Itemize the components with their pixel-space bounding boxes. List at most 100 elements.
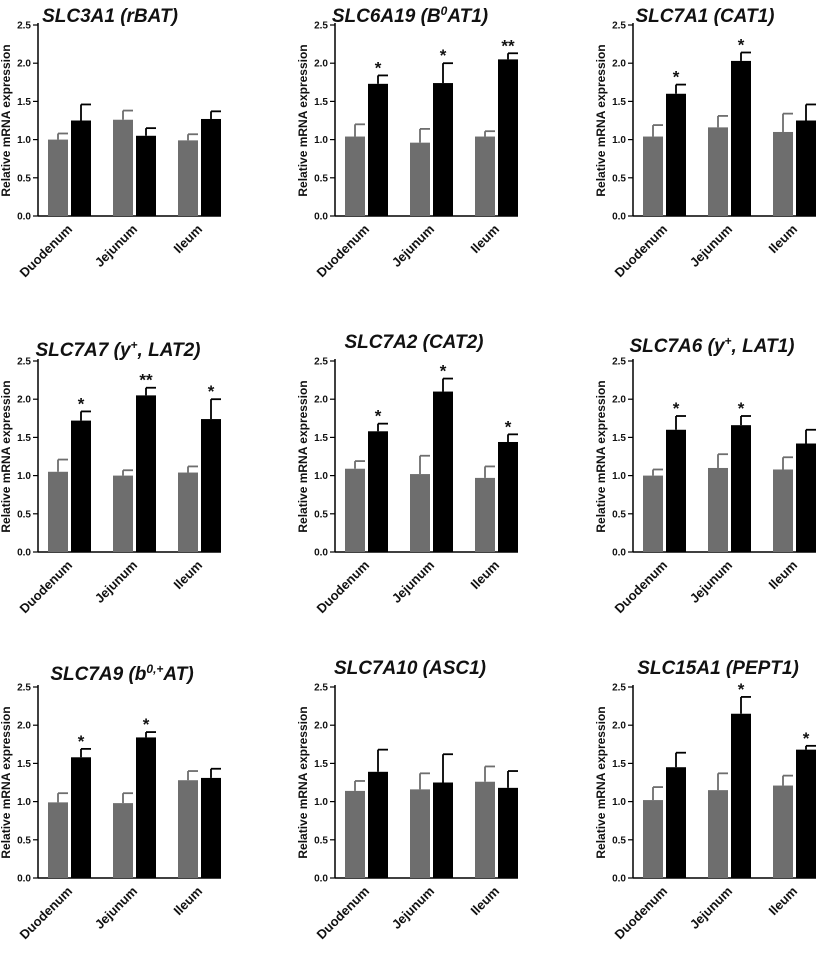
chart-title: SLC7A7 (y+, LAT2) xyxy=(35,338,200,361)
significance-marker: * xyxy=(78,732,85,751)
bar xyxy=(731,60,751,216)
significance-marker: * xyxy=(673,399,680,418)
y-tick-label: 0.5 xyxy=(17,173,31,184)
significance-marker: * xyxy=(440,46,447,65)
y-axis-title: Relative mRNA expression xyxy=(594,380,608,532)
bar xyxy=(136,135,156,216)
y-tick-label: 1.0 xyxy=(314,797,328,808)
bar xyxy=(796,749,816,878)
significance-marker: * xyxy=(208,382,215,401)
bar xyxy=(410,789,430,878)
bar xyxy=(731,713,751,878)
bar xyxy=(666,767,686,878)
y-tick-label: 1.5 xyxy=(612,97,626,108)
x-tick-label: Jejunum xyxy=(92,884,140,932)
significance-marker: * xyxy=(738,36,745,55)
y-tick-label: 2.5 xyxy=(17,21,31,32)
bar xyxy=(708,127,728,216)
bar xyxy=(71,420,91,552)
x-tick-label: Jejunum xyxy=(389,884,437,932)
bar xyxy=(410,142,430,216)
bar xyxy=(708,790,728,878)
y-tick-label: 2.0 xyxy=(17,721,31,732)
x-tick-label: Ileum xyxy=(170,558,205,593)
x-tick-label: Duodenum xyxy=(314,222,373,281)
y-tick-label: 1.5 xyxy=(612,433,626,444)
y-tick-label: 1.0 xyxy=(17,471,31,482)
x-tick-label: Duodenum xyxy=(314,558,373,617)
x-tick-label: Ileum xyxy=(170,222,205,257)
bar xyxy=(773,131,793,216)
significance-marker: * xyxy=(143,715,150,734)
chart-panel-4: SLC7A7 (y+, LAT2) Relative mRNA expressio… xyxy=(0,338,221,616)
bar xyxy=(643,136,663,216)
bar xyxy=(201,777,221,878)
y-tick-label: 0.0 xyxy=(314,874,328,885)
y-axis-title: Relative mRNA expression xyxy=(296,380,310,532)
y-tick-label: 2.5 xyxy=(314,683,328,694)
significance-marker: * xyxy=(505,417,512,436)
significance-marker: * xyxy=(738,399,745,418)
y-tick-label: 0.0 xyxy=(17,548,31,559)
x-tick-label: Jejunum xyxy=(687,884,735,932)
bar xyxy=(113,475,133,552)
y-tick-label: 2.5 xyxy=(612,21,626,32)
bar xyxy=(136,737,156,878)
x-tick-label: Duodenum xyxy=(612,222,671,281)
bar xyxy=(368,771,388,878)
y-tick-label: 2.0 xyxy=(612,59,626,70)
y-axis-title: Relative mRNA expression xyxy=(296,44,310,196)
chart-title: SLC3A1 (rBAT) xyxy=(42,6,178,27)
x-tick-label: Jejunum xyxy=(687,222,735,270)
y-tick-label: 1.0 xyxy=(17,797,31,808)
bar xyxy=(498,59,518,216)
y-tick-label: 0.5 xyxy=(314,509,328,520)
y-tick-label: 1.0 xyxy=(17,135,31,146)
x-tick-label: Ileum xyxy=(765,884,800,919)
chart-title: SLC7A10 (ASC1) xyxy=(334,658,486,679)
chart-title: SLC7A1 (CAT1) xyxy=(636,6,775,27)
x-tick-label: Duodenum xyxy=(17,222,76,281)
chart-title: SLC7A9 (b0,+AT) xyxy=(50,662,193,685)
x-tick-label: Ileum xyxy=(467,884,502,919)
y-tick-label: 2.5 xyxy=(612,683,626,694)
y-tick-label: 2.0 xyxy=(314,721,328,732)
bar xyxy=(731,425,751,552)
y-tick-label: 2.0 xyxy=(314,59,328,70)
bar xyxy=(178,472,198,552)
bar xyxy=(475,477,495,552)
y-tick-label: 0.5 xyxy=(17,509,31,520)
bar xyxy=(433,782,453,878)
y-axis-title: Relative mRNA expression xyxy=(0,706,13,858)
y-axis-title: Relative mRNA expression xyxy=(594,44,608,196)
y-tick-label: 2.5 xyxy=(17,357,31,368)
y-tick-label: 1.0 xyxy=(612,135,626,146)
bar xyxy=(498,787,518,878)
y-axis-title: Relative mRNA expression xyxy=(0,44,13,196)
bar xyxy=(773,785,793,878)
bar xyxy=(368,83,388,216)
y-tick-label: 0.5 xyxy=(17,835,31,846)
significance-marker: * xyxy=(803,729,810,748)
y-tick-label: 0.0 xyxy=(17,874,31,885)
chart-title: SLC15A1 (PEPT1) xyxy=(637,658,799,679)
chart-panel-1: SLC3A1 (rBAT) Relative mRNA expression 0.0… xyxy=(0,6,221,280)
significance-marker: * xyxy=(375,58,382,77)
y-tick-label: 0.0 xyxy=(612,548,626,559)
bar xyxy=(643,800,663,878)
bar xyxy=(368,431,388,552)
bar xyxy=(475,136,495,216)
y-tick-label: 2.0 xyxy=(612,395,626,406)
bar xyxy=(71,120,91,216)
bar xyxy=(410,474,430,552)
y-tick-label: 0.5 xyxy=(612,509,626,520)
significance-marker: ** xyxy=(139,371,153,390)
y-tick-label: 0.0 xyxy=(314,212,328,223)
bar xyxy=(136,395,156,552)
chart-panel-9: SLC15A1 (PEPT1) Relative mRNA expression 0… xyxy=(594,658,816,942)
y-axis-title: Relative mRNA expression xyxy=(594,706,608,858)
bar xyxy=(48,802,68,878)
chart-title: SLC7A2 (CAT2) xyxy=(345,332,484,353)
y-tick-label: 0.0 xyxy=(314,548,328,559)
